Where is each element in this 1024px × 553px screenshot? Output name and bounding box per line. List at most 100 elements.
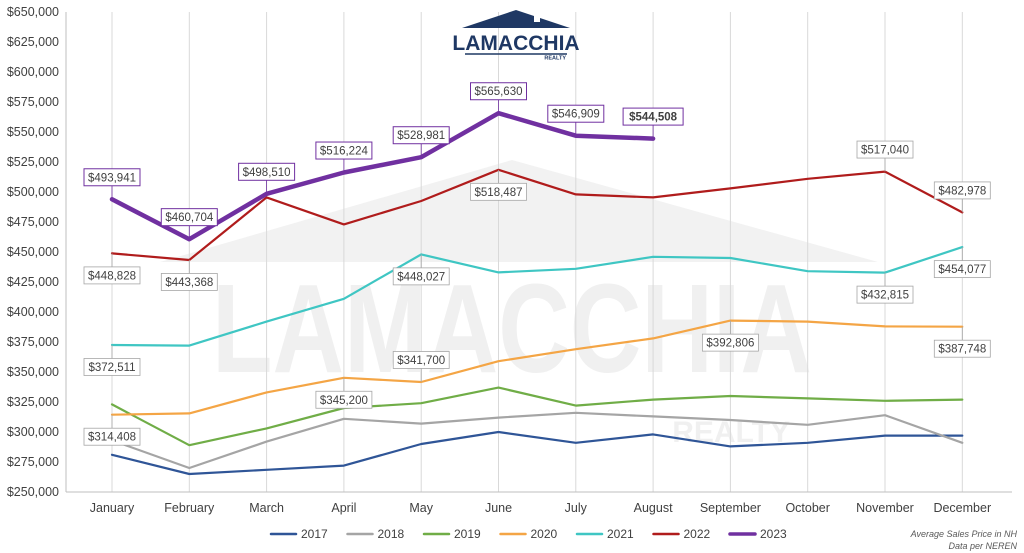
x-tick-label: December	[933, 501, 991, 515]
y-tick-label: $475,000	[7, 215, 59, 229]
watermark-chimney-icon	[624, 204, 664, 252]
data-label-2023-april: $516,224	[315, 141, 373, 173]
series-line-2017	[110, 430, 964, 476]
x-tick-label: March	[249, 501, 284, 515]
data-label-2022-february: $443,368	[160, 259, 218, 291]
data-label-2021-may: $448,027	[392, 254, 450, 286]
legend-item-2021: 2021	[575, 527, 634, 541]
data-label-box	[392, 351, 450, 369]
data-label-box	[315, 390, 373, 409]
y-tick-label: $625,000	[7, 35, 59, 49]
data-label-box	[315, 141, 373, 160]
x-tick-label: August	[634, 501, 673, 515]
data-label-text: $392,806	[706, 338, 754, 350]
y-tick-label: $550,000	[7, 125, 59, 139]
data-label-box	[702, 333, 759, 352]
y-tick-label: $400,000	[7, 305, 59, 319]
x-tick-label: July	[565, 501, 588, 515]
data-label-box	[160, 273, 218, 291]
y-tick-label: $300,000	[7, 425, 59, 439]
x-tick-label: September	[700, 501, 761, 515]
logo-window-icon	[534, 16, 540, 22]
data-label-box	[83, 168, 141, 187]
logo-roof-icon	[462, 10, 570, 28]
data-label-text: $387,748	[938, 344, 986, 356]
data-label-2020-may: $341,700	[392, 351, 450, 382]
y-tick-label: $600,000	[7, 65, 59, 79]
data-label-text: $518,487	[475, 187, 523, 199]
axes: $250,000 $275,000 $300,000 $325,000 $350,000…	[7, 5, 1012, 515]
data-label-2023-february: $460,704	[160, 208, 218, 240]
watermark-text: LAMACCHIA	[212, 258, 812, 399]
data-label-box	[83, 427, 141, 446]
y-tick-label: $425,000	[7, 275, 59, 289]
x-tick-label: October	[785, 501, 829, 515]
data-label-box	[856, 285, 914, 304]
data-label-text: $314,408	[88, 432, 136, 444]
data-label-2023-january: $493,941	[83, 168, 141, 200]
data-label-box	[547, 104, 605, 123]
y-tick-label: $525,000	[7, 155, 59, 169]
data-label-box	[856, 140, 914, 159]
data-label-2020-september: $392,806	[702, 320, 759, 352]
data-label-text: $565,630	[475, 86, 523, 98]
legend-item-2022: 2022	[652, 527, 711, 541]
series-lines	[109, 110, 964, 476]
note-line-1: Average Sales Price in NH	[910, 529, 1018, 539]
watermark-roof-icon	[160, 160, 878, 262]
legend-item-2023: 2023	[728, 527, 787, 541]
data-label-2022-june: $518,487	[470, 169, 527, 201]
y-tick-label: $450,000	[7, 245, 59, 259]
data-label-box	[622, 107, 684, 126]
y-tick-label: $350,000	[7, 365, 59, 379]
legend-label: 2021	[607, 527, 634, 541]
series-line-2018	[110, 411, 964, 470]
data-label-2023-may: $528,981	[392, 126, 450, 158]
y-tick-label: $275,000	[7, 455, 59, 469]
x-tick-label: February	[164, 501, 215, 515]
data-label-box	[238, 162, 296, 181]
data-label-text: $498,510	[243, 167, 291, 179]
series-line-2019	[110, 386, 964, 447]
x-tick-label: January	[90, 501, 135, 515]
legend-label: 2020	[531, 527, 558, 541]
x-tick-label: May	[409, 501, 433, 515]
data-label-2020-april: $345,200	[315, 377, 373, 409]
data-label-text: $516,224	[320, 146, 369, 158]
data-label-box	[933, 260, 991, 279]
data-label-box	[392, 267, 450, 286]
x-tick-label: April	[331, 501, 356, 515]
legend-label: 2023	[760, 527, 787, 541]
data-label-text: $341,700	[397, 355, 445, 367]
data-label-box	[160, 208, 218, 227]
data-label-text: $454,077	[938, 264, 986, 276]
data-label-2023-march: $498,510	[238, 162, 296, 194]
data-label-text: $517,040	[861, 145, 909, 157]
data-label-text: $460,704	[165, 212, 214, 224]
y-tick-label: $325,000	[7, 395, 59, 409]
data-label-text: $443,368	[165, 277, 213, 289]
x-tick-label: June	[485, 501, 512, 515]
y-tick-label: $650,000	[7, 5, 59, 19]
data-labels: $493,941 $460,704 $498,510 $516,224 $528,981…	[83, 82, 991, 446]
legend-item-2018: 2018	[346, 527, 405, 541]
legend-label: 2022	[684, 527, 711, 541]
data-label-2022-december: $482,978	[933, 181, 991, 213]
y-tick-label: $500,000	[7, 185, 59, 199]
legend-label: 2019	[454, 527, 481, 541]
logo-text: LAMACCHIA	[452, 32, 579, 55]
data-label-text: $482,978	[938, 185, 986, 197]
data-label-text: $448,027	[397, 271, 445, 283]
data-label-text: $372,511	[88, 362, 135, 374]
series-line-2023	[109, 110, 656, 242]
y-tick-label: $375,000	[7, 335, 59, 349]
data-label-text: $544,508	[629, 112, 678, 124]
data-label-2020-january: $314,408	[83, 414, 141, 446]
legend-item-2019: 2019	[422, 527, 481, 541]
legend-item-2017: 2017	[269, 527, 328, 541]
vertical-grid	[111, 12, 963, 492]
data-label-2021-december: $454,077	[933, 247, 991, 279]
data-label-box	[392, 126, 450, 145]
data-label-box	[933, 339, 991, 358]
